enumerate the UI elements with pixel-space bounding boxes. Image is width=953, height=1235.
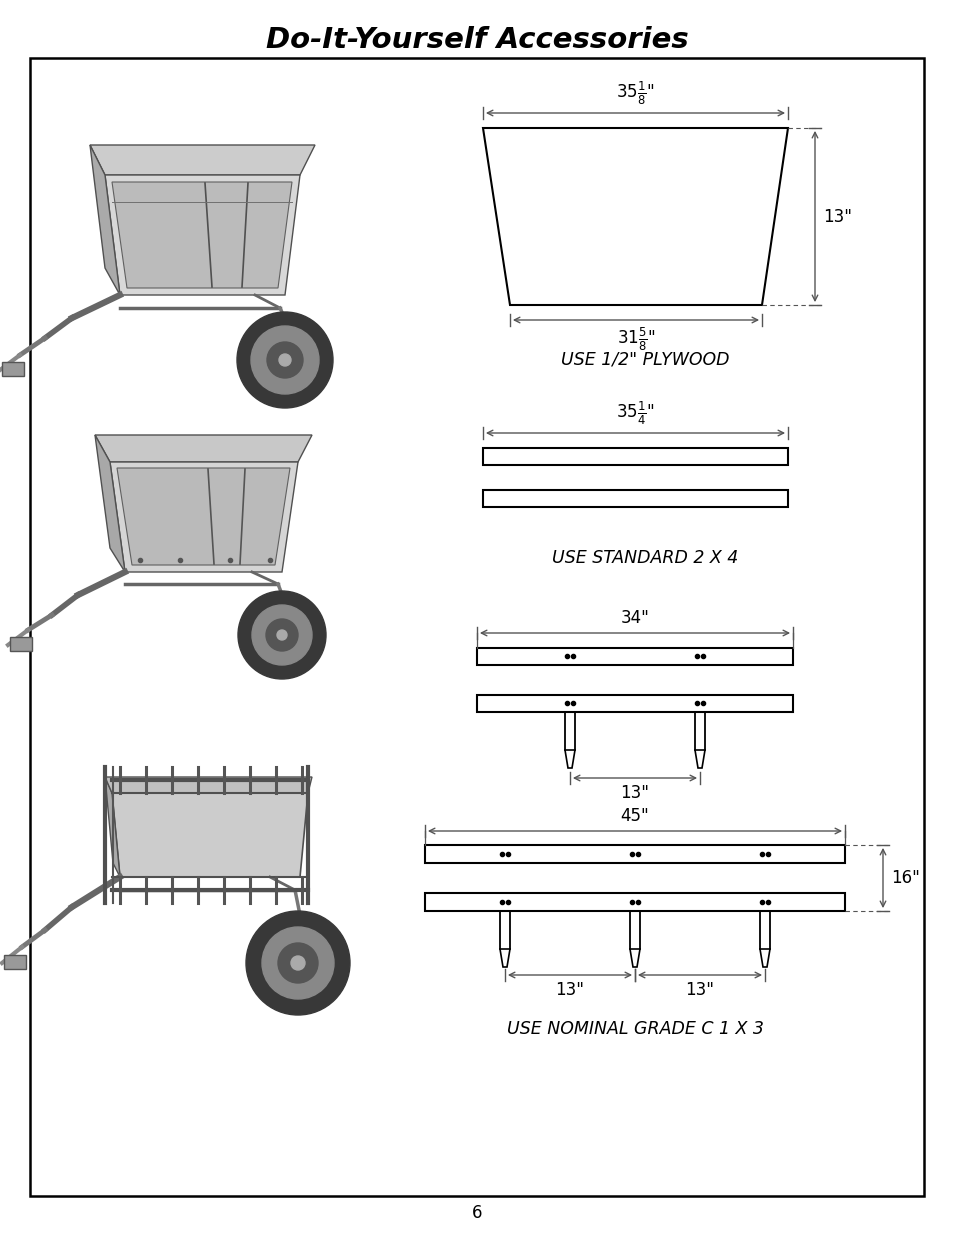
Polygon shape	[695, 750, 704, 768]
Circle shape	[291, 956, 305, 969]
Text: $35\frac{1}{4}$": $35\frac{1}{4}$"	[616, 400, 654, 427]
Polygon shape	[105, 175, 299, 295]
Text: Do-It-Yourself Accessories: Do-It-Yourself Accessories	[265, 26, 688, 54]
Polygon shape	[110, 462, 297, 572]
Text: 13": 13"	[822, 207, 851, 226]
Polygon shape	[112, 182, 292, 288]
Text: 16": 16"	[890, 869, 919, 887]
Bar	[2, 362, 24, 375]
Polygon shape	[95, 435, 312, 462]
Text: 34": 34"	[619, 609, 649, 627]
Circle shape	[252, 605, 312, 664]
Text: 13": 13"	[555, 981, 584, 999]
Text: USE NOMINAL GRADE C 1 X 3: USE NOMINAL GRADE C 1 X 3	[506, 1020, 762, 1037]
Bar	[10, 637, 32, 651]
Bar	[424, 893, 844, 911]
Polygon shape	[112, 793, 308, 877]
Text: USE 1/2" PLYWOOD: USE 1/2" PLYWOOD	[560, 351, 729, 369]
Bar	[482, 448, 787, 466]
Bar	[476, 648, 792, 664]
Polygon shape	[105, 777, 312, 793]
Bar	[424, 845, 844, 863]
Polygon shape	[564, 750, 575, 768]
Text: $31\frac{5}{8}$": $31\frac{5}{8}$"	[616, 326, 655, 353]
Text: 45": 45"	[620, 806, 649, 825]
Polygon shape	[95, 435, 125, 572]
Circle shape	[237, 592, 326, 679]
Polygon shape	[482, 128, 787, 305]
Bar	[482, 490, 787, 508]
Circle shape	[276, 630, 287, 640]
Text: USE STANDARD 2 X 4: USE STANDARD 2 X 4	[552, 550, 738, 567]
Circle shape	[246, 911, 350, 1015]
Polygon shape	[117, 468, 290, 564]
Polygon shape	[90, 144, 314, 175]
Text: 13": 13"	[685, 981, 714, 999]
Circle shape	[267, 342, 303, 378]
Bar	[476, 695, 792, 713]
Circle shape	[277, 944, 317, 983]
Text: 6: 6	[471, 1204, 482, 1221]
Polygon shape	[629, 948, 639, 967]
Bar	[4, 955, 26, 969]
Polygon shape	[499, 948, 510, 967]
Circle shape	[236, 312, 333, 408]
Circle shape	[278, 354, 291, 366]
Polygon shape	[90, 144, 120, 295]
Polygon shape	[760, 948, 769, 967]
Circle shape	[266, 619, 297, 651]
Text: 13": 13"	[619, 784, 649, 802]
Circle shape	[251, 326, 318, 394]
Polygon shape	[105, 777, 120, 877]
Text: $35\frac{1}{8}$": $35\frac{1}{8}$"	[616, 79, 654, 107]
Circle shape	[262, 927, 334, 999]
